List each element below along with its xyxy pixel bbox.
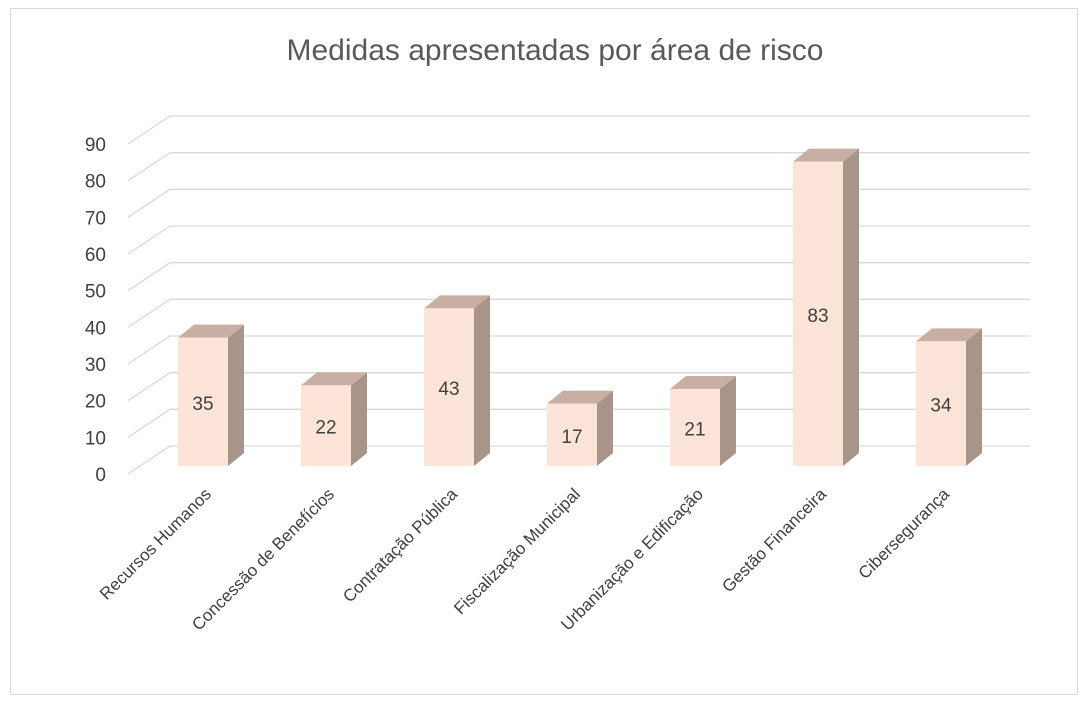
data-label: 43 <box>438 379 459 400</box>
grid-line <box>127 335 1030 365</box>
bar-front <box>670 389 720 466</box>
data-label: 21 <box>684 420 705 441</box>
bar-front <box>547 403 597 466</box>
bar-front <box>178 337 228 466</box>
y-tick-label: 90 <box>85 135 106 156</box>
bar <box>301 372 367 466</box>
bar-front <box>793 161 843 466</box>
data-label: 35 <box>192 394 213 415</box>
bar-side <box>966 328 982 466</box>
y-tick-label: 10 <box>85 428 106 449</box>
bar <box>424 295 490 466</box>
grid-line <box>127 152 1030 182</box>
bar-top <box>301 372 367 386</box>
bar-top <box>424 295 490 309</box>
data-label: 17 <box>561 427 582 448</box>
data-label: 22 <box>315 418 336 439</box>
chart-title: Medidas apresentadas por área de risco <box>287 34 824 67</box>
bar-side <box>597 390 613 466</box>
bar <box>670 376 736 466</box>
bar-front <box>916 341 966 466</box>
bar-side <box>720 376 736 466</box>
bar-side <box>843 148 859 466</box>
y-tick-label: 20 <box>85 392 106 413</box>
bar-top <box>916 328 982 342</box>
bar-side <box>351 372 367 466</box>
y-tick-label: 60 <box>85 245 106 266</box>
y-tick-label: 30 <box>85 355 106 376</box>
data-label: 34 <box>930 396 952 417</box>
y-tick-label: 80 <box>85 172 106 193</box>
bar <box>916 328 982 466</box>
y-tick-label: 0 <box>95 465 106 486</box>
bar-side <box>228 324 244 466</box>
y-tick-label: 70 <box>85 208 106 229</box>
grid-line <box>127 445 1030 475</box>
data-label: 83 <box>807 306 828 327</box>
grid-line <box>127 262 1030 292</box>
y-tick-label: 40 <box>85 318 106 339</box>
grid-line <box>127 225 1030 255</box>
bar-side <box>474 295 490 466</box>
grid-line <box>127 188 1030 218</box>
bar-top <box>793 148 859 162</box>
grid-line <box>127 372 1030 402</box>
y-tick-label: 50 <box>85 282 106 303</box>
bar <box>178 324 244 466</box>
bar-front <box>301 385 351 466</box>
grid-line <box>127 298 1030 328</box>
bar-top <box>178 324 244 338</box>
grid-line <box>127 115 1030 145</box>
grid-line <box>127 408 1030 438</box>
bar <box>793 148 859 466</box>
bar-top <box>547 390 613 404</box>
bar-front <box>424 308 474 466</box>
bar-top <box>670 376 736 389</box>
bar <box>547 390 613 466</box>
